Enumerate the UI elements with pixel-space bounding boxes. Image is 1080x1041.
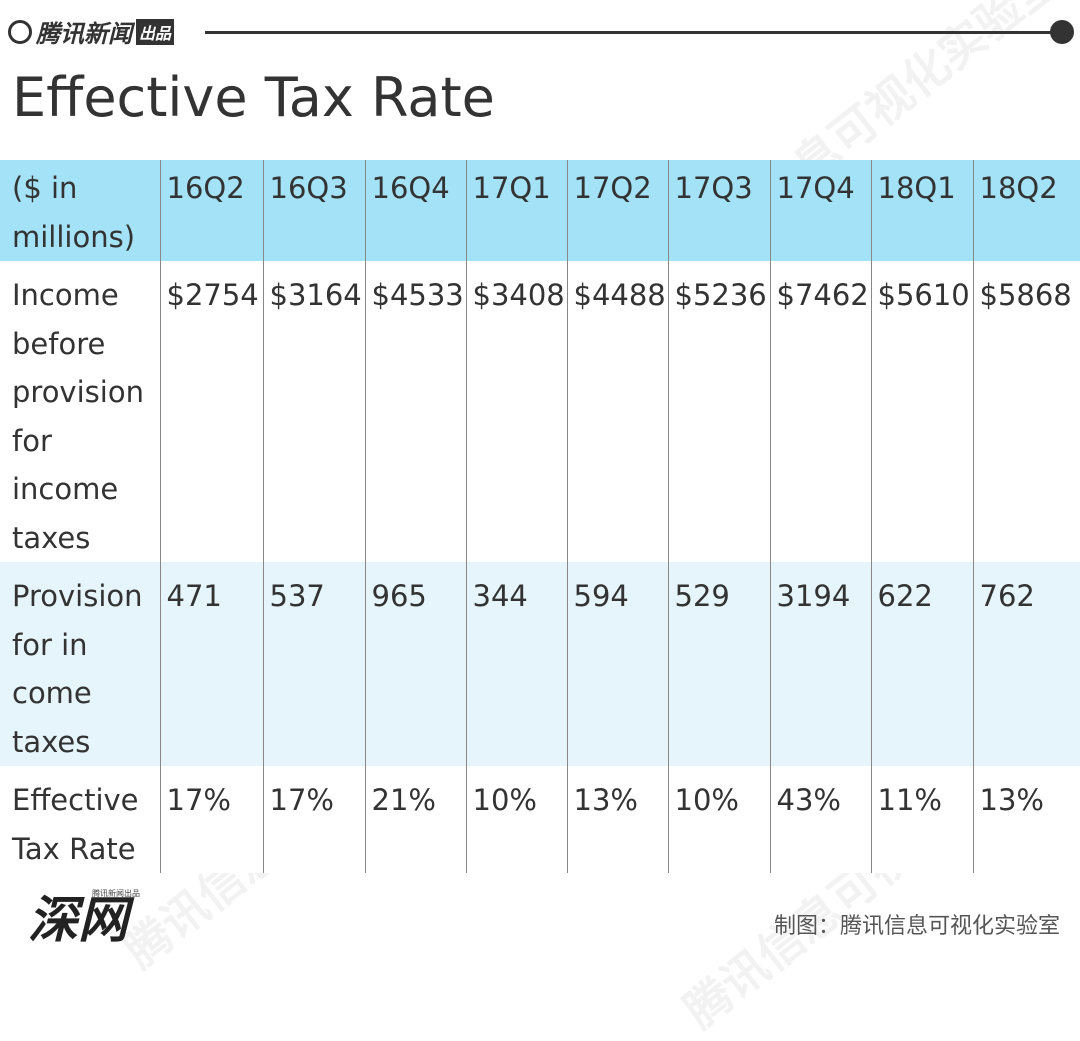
header-cell: 16Q3 [262, 160, 365, 261]
cell: 537 [262, 562, 365, 766]
cell: 10% [465, 766, 567, 873]
rule-dot [1050, 20, 1074, 44]
header-cell: 18Q2 [972, 160, 1080, 261]
cell: 594 [566, 562, 668, 766]
cell: 344 [465, 562, 567, 766]
cell: $3408 [465, 261, 567, 562]
cell: 11% [870, 766, 973, 873]
table: ($ in millions) 16Q2 16Q3 16Q4 17Q1 17Q2 17Q3 1… [0, 160, 1080, 873]
cell: 13% [972, 766, 1080, 873]
cell: 622 [870, 562, 973, 766]
cell: 529 [667, 562, 770, 766]
header-cell: 17Q2 [566, 160, 668, 261]
logo-sub: 腾讯新闻出品 [92, 889, 140, 898]
cell: $5868 [972, 261, 1080, 562]
cell: $7462 [769, 261, 871, 562]
brand-icon [8, 19, 32, 44]
row-label: Income before provision for income taxes [12, 278, 144, 555]
brand: 腾讯新闻 出品 [8, 14, 175, 49]
header-cell: 16Q2 [159, 160, 263, 261]
title: Effective Tax Rate [12, 66, 495, 129]
cell: $3164 [262, 261, 365, 562]
cell: 762 [972, 562, 1080, 766]
cell: $5610 [870, 261, 973, 562]
cell: 3194 [769, 562, 871, 766]
logo: 深网 [28, 891, 128, 949]
cell: 10% [667, 766, 770, 873]
row: Effective Tax Rate 17% 17% 21% 10% 13% 10% 43% 1… [0, 766, 1080, 873]
brand-name: 腾讯新闻 [36, 20, 132, 48]
row-label: Effective Tax Rate [12, 783, 139, 866]
cell: 43% [769, 766, 871, 873]
cell: 965 [364, 562, 466, 766]
rule [205, 31, 1055, 34]
cell: $5236 [667, 261, 770, 562]
cell: 13% [566, 766, 668, 873]
cell: 17% [159, 766, 263, 873]
header-cell: 18Q1 [870, 160, 973, 261]
cell: $4533 [364, 261, 466, 562]
header-cell: 16Q4 [364, 160, 466, 261]
row: Provision for in come taxes 471 537 965 344 5… [0, 562, 1080, 766]
cell: $2754 [159, 261, 263, 562]
header-cell: 17Q3 [667, 160, 770, 261]
cell: $4488 [566, 261, 668, 562]
cell: 471 [159, 562, 263, 766]
row: Income before provision for income taxes… [0, 261, 1080, 562]
credit: 制图：腾讯信息可视化实验室 [773, 914, 1060, 939]
header-cell: ($ in millions) [12, 171, 136, 254]
row-label: Provision for in come taxes [12, 579, 143, 759]
cell: 21% [364, 766, 466, 873]
header-cell: 17Q4 [769, 160, 871, 261]
brand-tag: 出品 [136, 18, 175, 45]
cell: 17% [262, 766, 365, 873]
header-cell: 17Q1 [465, 160, 567, 261]
header-row: ($ in millions) 16Q2 16Q3 16Q4 17Q1 17Q2 17Q3 1… [0, 160, 1080, 261]
